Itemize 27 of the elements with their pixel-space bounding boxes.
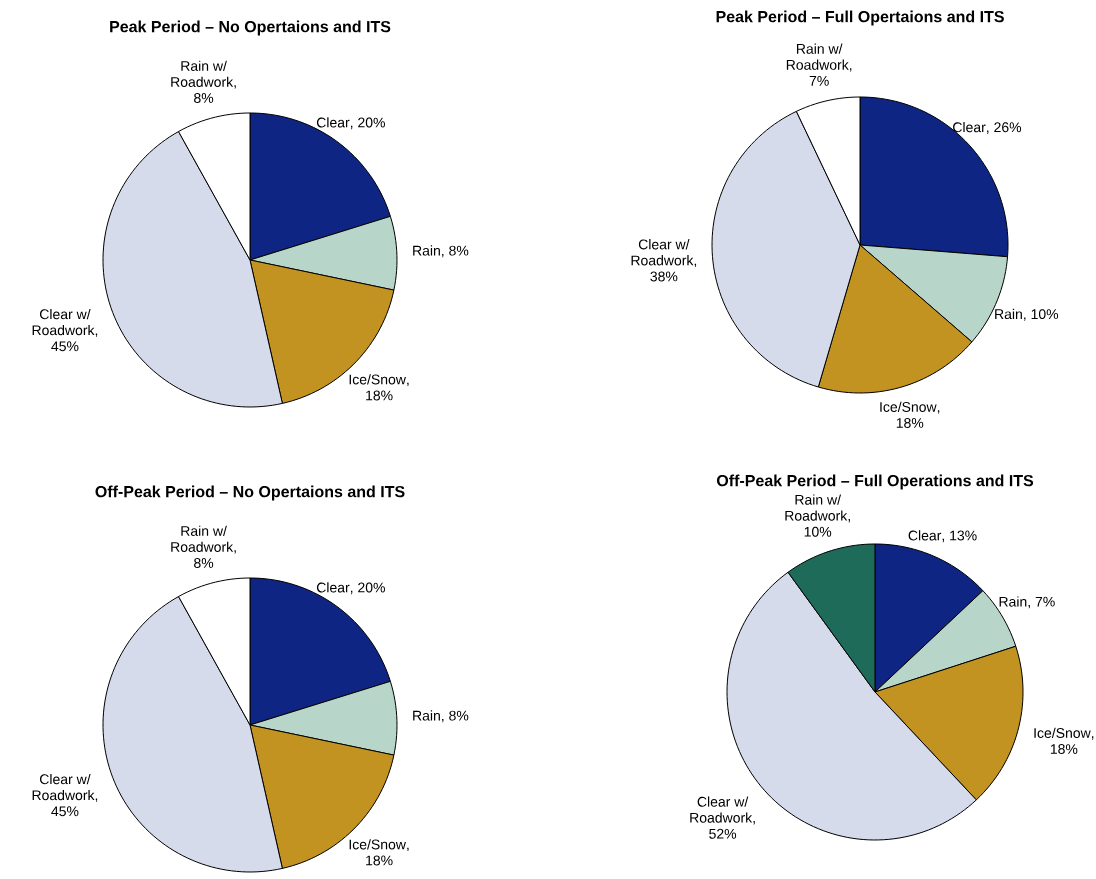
slice-label: Ice/Snow [1034,727,1091,738]
slice-label: Clear [908,530,942,541]
slice-label: Clear w/ Roadwork [690,796,753,823]
slice-label: Rain [413,245,440,256]
slice-label: Rain [413,710,440,721]
slice-label: Clear [953,121,986,133]
data-label: , 20% [350,582,385,595]
slice-label: Rain [999,596,1027,607]
chart-title: Peak Period – Full Opertaions and ITS [716,10,1004,26]
slice-label: Clear [316,582,350,593]
data-label: , 7% [1028,596,1055,609]
data-label: , 8% [442,710,469,723]
data-label: , 26% [987,122,1022,134]
slice-label: Rain [995,308,1022,320]
chart-title: Peak Period – No Opertaions and ITS [110,20,391,36]
slice-label: Rain w/ Roadwork [785,494,848,521]
slice-label: Clear [316,117,350,128]
slice-label: Rain w/ Roadwork [171,525,234,552]
data-label: , 20% [350,117,385,130]
chart-title: Off-Peak Period – Full Operations and ITS [716,474,1034,490]
slice-label: Rain w/ Roadwork [171,60,234,87]
data-label: , 13% [942,530,977,543]
data-label: , 10% [1024,309,1059,321]
data-label: , 8% [442,245,469,258]
chart-title: Off-Peak Period – No Opertaions and ITS [95,485,405,501]
slice-label: Rain w/ Roadwork [786,43,849,70]
slice-label: Ice/Snow [880,401,937,412]
